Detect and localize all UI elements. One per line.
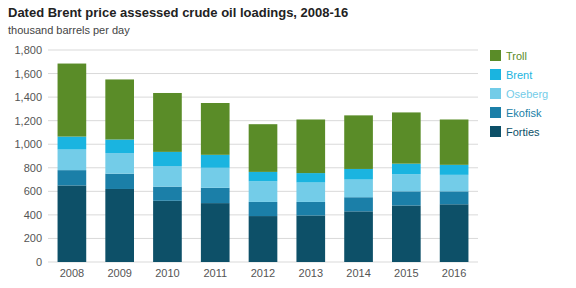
x-tick-label: 2012 [251, 267, 275, 279]
bar-segment [201, 203, 230, 262]
x-tick-label: 2011 [203, 267, 227, 279]
y-tick-label: 1,400 [14, 91, 42, 103]
bar-segment [201, 188, 230, 203]
bar-segment [105, 174, 134, 189]
x-tick-label: 2016 [442, 267, 466, 279]
title: Dated Brent price assessed crude oil loa… [8, 5, 348, 20]
x-tick-label: 2010 [155, 267, 179, 279]
y-tick-label: 0 [36, 256, 42, 268]
chart: Dated Brent price assessed crude oil loa… [0, 0, 576, 288]
legend-label: Forties [506, 126, 540, 138]
legend-label: Oseberg [506, 88, 548, 100]
bar-segment [392, 191, 421, 205]
y-tick-label: 1,200 [14, 115, 42, 127]
grid-line [48, 73, 478, 74]
bar-segment [153, 152, 182, 166]
legend: Troll Brent Oseberg Ekofisk Forties [490, 50, 548, 138]
bar-segment [249, 181, 278, 202]
bar-segment [58, 64, 87, 137]
bar-segment [296, 119, 325, 173]
bar-segment [344, 180, 373, 198]
y-tick-label: 400 [24, 209, 42, 221]
subtitle: thousand barrels per day [8, 24, 130, 36]
grid [48, 50, 478, 262]
y-tick-label: 1,600 [14, 68, 42, 80]
bar-segment [249, 202, 278, 216]
bar-segment [153, 93, 182, 152]
bar-segment [440, 191, 469, 204]
bar-segment [58, 170, 87, 185]
legend-label: Brent [506, 69, 532, 81]
bar-segment [440, 119, 469, 164]
y-tick-label: 200 [24, 232, 42, 244]
bar-segment [296, 215, 325, 262]
y-tick-label: 1,800 [14, 44, 42, 56]
bar-segment [344, 197, 373, 211]
bar-segment [344, 169, 373, 180]
bar-segment [296, 183, 325, 202]
x-tick-label: 2014 [346, 267, 370, 279]
y-tick-label: 800 [24, 162, 42, 174]
bar-segment [249, 172, 278, 181]
bars [58, 64, 469, 262]
x-tick-label: 2008 [60, 267, 84, 279]
legend-swatch [490, 50, 501, 61]
bar-segment [249, 124, 278, 172]
bar-segment [392, 112, 421, 163]
bar-segment [344, 115, 373, 169]
x-tick-label: 2009 [107, 267, 131, 279]
legend-swatch [490, 126, 501, 137]
bar-segment [344, 211, 373, 262]
legend-swatch [490, 107, 501, 118]
x-tick-label: 2015 [394, 267, 418, 279]
bar-segment [153, 166, 182, 187]
bar-segment [153, 201, 182, 262]
bar-segment [392, 164, 421, 175]
bar-segment [392, 205, 421, 262]
bar-segment [58, 137, 87, 150]
x-tick-label: 2013 [299, 267, 323, 279]
legend-label: Ekofisk [506, 107, 542, 119]
bar-segment [153, 187, 182, 201]
legend-swatch [490, 69, 501, 80]
bar-segment [440, 204, 469, 262]
bar-segment [201, 103, 230, 155]
y-tick-label: 1,000 [14, 138, 42, 150]
legend-label: Troll [506, 50, 527, 62]
bar-segment [296, 173, 325, 182]
bar-segment [58, 150, 87, 171]
grid-line [48, 50, 478, 51]
legend-swatch [490, 88, 501, 99]
bar-segment [105, 140, 134, 154]
bar-segment [249, 216, 278, 262]
bar-segment [201, 155, 230, 168]
bar-segment [105, 189, 134, 262]
bar-segment [392, 174, 421, 191]
bar-segment [105, 79, 134, 139]
bar-segment [440, 175, 469, 191]
y-tick-label: 600 [24, 185, 42, 197]
bar-segment [201, 168, 230, 188]
bar-segment [58, 185, 87, 262]
bar-segment [296, 202, 325, 216]
bar-segment [105, 153, 134, 174]
bar-segment [440, 165, 469, 175]
